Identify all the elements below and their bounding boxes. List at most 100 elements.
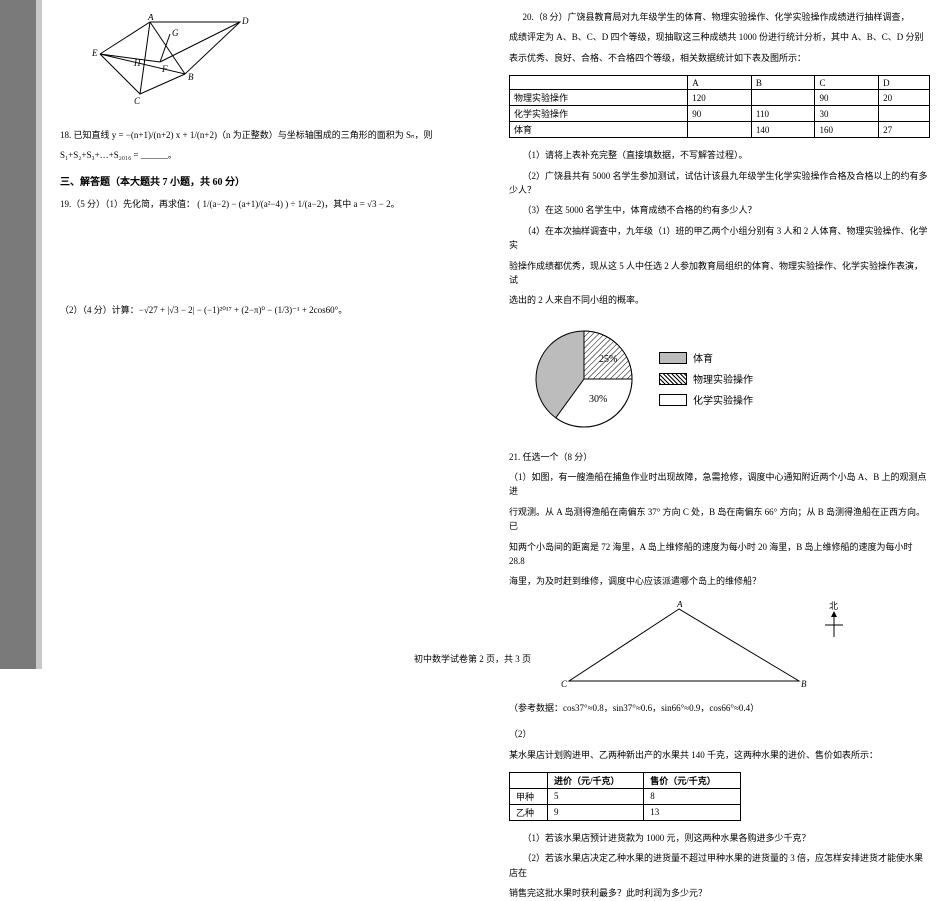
cell: 110 bbox=[751, 106, 815, 122]
table-row: 甲种 5 8 bbox=[510, 788, 741, 804]
svg-text:H: H bbox=[133, 58, 141, 68]
svg-text:E: E bbox=[91, 48, 98, 58]
q19-expr: ( 1/(a−2) − (a+1)/(a²−4) ) ÷ 1/(a−2)，其中 … bbox=[197, 199, 399, 209]
section-3-title: 三、解答题（本大题共 7 小题，共 60 分） bbox=[60, 175, 481, 191]
geometry-diagram: A D E B C G F H bbox=[90, 14, 270, 114]
th-b: B bbox=[751, 76, 815, 90]
workspace-1 bbox=[60, 217, 481, 297]
table-row: 体育 140 160 27 bbox=[510, 122, 930, 138]
cell: 90 bbox=[688, 106, 752, 122]
q18-line2: S₁+S₂+S₃+…+S₂₀₁₆ = ______。 bbox=[60, 148, 481, 162]
page-footer: 初中数学试卷第 2 页，共 3 页 bbox=[0, 652, 945, 665]
exam-page: A D E B C G F H 18. 已知直线 y = −(n+1)/(n+2… bbox=[60, 0, 930, 640]
compass-icon: 北 bbox=[819, 601, 849, 641]
cell: 物理实验操作 bbox=[510, 90, 688, 106]
left-column: A D E B C G F H 18. 已知直线 y = −(n+1)/(n+2… bbox=[60, 0, 481, 640]
cell: 120 bbox=[688, 90, 752, 106]
legend-label: 物理实验操作 bbox=[693, 371, 753, 386]
cell: 140 bbox=[751, 122, 815, 138]
th-blank bbox=[510, 76, 688, 90]
table-row: A B C D bbox=[510, 76, 930, 90]
table-row: 乙种 9 13 bbox=[510, 804, 741, 820]
q20-intro3: 表示优秀、良好、合格、不合格四个等级，相关数据统计如下表及图所示： bbox=[509, 51, 930, 65]
cell: 90 bbox=[815, 90, 879, 106]
svg-text:A: A bbox=[676, 601, 683, 609]
q21b-1: 某水果店计划购进甲、乙两种新出产的水果共 140 千克，这两种水果的进价、售价如… bbox=[509, 748, 930, 762]
q20-4a: （4）在本次抽样调查中，九年级（1）班的甲乙两个小组分别有 3 人和 2 人体育… bbox=[509, 224, 930, 253]
cell: 9 bbox=[548, 804, 644, 820]
th-a: A bbox=[688, 76, 752, 90]
svg-text:G: G bbox=[172, 28, 179, 38]
cell: 27 bbox=[879, 122, 930, 138]
q21b-head: （2） bbox=[509, 727, 930, 741]
svg-text:C: C bbox=[134, 96, 141, 106]
q21-ref: （参考数据：cos37°≈0.8，sin37°≈0.6，sin66°≈0.9，c… bbox=[509, 701, 930, 715]
right-column: 20.（8 分）广饶县教育局对九年级学生的体育、物理实验操作、化学实验操作成绩进… bbox=[509, 0, 930, 640]
q21b-3a: （2）若该水果店决定乙种水果的进货量不超过甲种水果的进货量的 3 倍，应怎样安排… bbox=[509, 851, 930, 880]
q21-a4: 海里，为及时赶到维修，调度中心应该派遣哪个岛上的维修船？ bbox=[509, 574, 930, 588]
q21-a2: 行观测。从 A 岛测得渔船在南偏东 37° 方向 C 处，B 岛在南偏东 66°… bbox=[509, 505, 930, 534]
q20-intro1: 20.（8 分）广饶县教育局对九年级学生的体育、物理实验操作、化学实验操作成绩进… bbox=[509, 10, 930, 24]
legend-label: 化学实验操作 bbox=[693, 392, 753, 407]
svg-text:北: 北 bbox=[829, 601, 838, 611]
fruit-table: 进价（元/千克） 售价（元/千克） 甲种 5 8 乙种 9 13 bbox=[509, 772, 741, 821]
q21b-3b: 销售完这批水果时获利最多？此时利润为多少元？ bbox=[509, 886, 930, 900]
q19-part2: （2）（4 分）计算：−√27 + |√3 − 2| − (−1)²⁰¹⁷ + … bbox=[60, 303, 481, 317]
cell: 13 bbox=[644, 804, 740, 820]
table-row: 物理实验操作 120 90 20 bbox=[510, 90, 930, 106]
legend-label: 体育 bbox=[693, 350, 713, 365]
q20-4b: 验操作成绩都优秀，现从这 5 人中任选 2 人参加教育局组织的体育、物理实验操作… bbox=[509, 259, 930, 288]
q18-line1: 18. 已知直线 y = −(n+1)/(n+2) x + 1/(n+2)（n … bbox=[60, 130, 433, 140]
swatch-icon bbox=[659, 394, 687, 406]
svg-text:B: B bbox=[188, 72, 194, 82]
cell: 30 bbox=[815, 106, 879, 122]
table-row: 进价（元/千克） 售价（元/千克） bbox=[510, 772, 741, 788]
cell bbox=[688, 122, 752, 138]
legend-row: 体育 bbox=[659, 350, 753, 365]
cell bbox=[879, 106, 930, 122]
th: 进价（元/千克） bbox=[548, 772, 644, 788]
cell: 160 bbox=[815, 122, 879, 138]
svg-text:D: D bbox=[241, 16, 249, 26]
cell bbox=[751, 90, 815, 106]
pie-label-25: 25% bbox=[599, 354, 617, 365]
pie-label-30: 30% bbox=[589, 394, 607, 405]
svg-text:C: C bbox=[561, 679, 568, 689]
left-gutter bbox=[0, 0, 42, 669]
cell: 8 bbox=[644, 788, 740, 804]
grade-table: A B C D 物理实验操作 120 90 20 化学实验操作 90 110 3… bbox=[509, 75, 930, 138]
q20-4c: 选出的 2 人来自不同小组的概率。 bbox=[509, 293, 930, 307]
cell: 乙种 bbox=[510, 804, 548, 820]
table-row: 化学实验操作 90 110 30 bbox=[510, 106, 930, 122]
triangle-diagram: A C B bbox=[549, 601, 809, 691]
svg-text:A: A bbox=[147, 14, 154, 22]
q21-head: 21. 任选一个（8 分） bbox=[509, 450, 930, 464]
pie-chart: 25% 30% bbox=[529, 324, 639, 434]
q20-2: （2）广饶县共有 5000 名学生参加测试，试估计该县九年级学生化学实验操作合格… bbox=[509, 169, 930, 198]
q20-1: （1）请将上表补充完整（直接填数据，不写解答过程）。 bbox=[509, 148, 930, 162]
q19-head: 19.（5 分）（1）先化简，再求值： ( 1/(a−2) − (a+1)/(a… bbox=[60, 197, 481, 211]
svg-text:F: F bbox=[161, 64, 168, 74]
cell: 体育 bbox=[510, 122, 688, 138]
th-c: C bbox=[815, 76, 879, 90]
pie-legend: 体育 物理实验操作 化学实验操作 bbox=[659, 350, 753, 407]
cell: 5 bbox=[548, 788, 644, 804]
cell: 20 bbox=[879, 90, 930, 106]
swatch-icon bbox=[659, 373, 687, 385]
q21-a3: 知两个小岛间的距离是 72 海里，A 岛上维修船的速度为每小时 20 海里，B … bbox=[509, 540, 930, 569]
th-d: D bbox=[879, 76, 930, 90]
q21-a1: （1）如图，有一艘渔船在捕鱼作业时出现故障，急需抢修，调度中心通知附近两个小岛 … bbox=[509, 470, 930, 499]
cell: 甲种 bbox=[510, 788, 548, 804]
q20-intro2: 成绩评定为 A、B、C、D 四个等级，现抽取这三种成绩共 1000 份进行统计分… bbox=[509, 30, 930, 44]
q20-3: （3）在这 5000 名学生中，体育成绩不合格的约有多少人？ bbox=[509, 203, 930, 217]
q18-text: 18. 已知直线 y = −(n+1)/(n+2) x + 1/(n+2)（n … bbox=[60, 128, 481, 142]
svg-text:B: B bbox=[801, 679, 807, 689]
swatch-icon bbox=[659, 352, 687, 364]
legend-row: 化学实验操作 bbox=[659, 392, 753, 407]
q19-lead: 19.（5 分）（1）先化简，再求值： bbox=[60, 199, 195, 209]
pie-chart-area: 25% 30% 体育 物理实验操作 化学实验操作 bbox=[529, 324, 930, 434]
cell: 化学实验操作 bbox=[510, 106, 688, 122]
th: 售价（元/千克） bbox=[644, 772, 740, 788]
q21b-2: （1）若该水果店预计进货款为 1000 元，则这两种水果各购进多少千克？ bbox=[509, 831, 930, 845]
th bbox=[510, 772, 548, 788]
